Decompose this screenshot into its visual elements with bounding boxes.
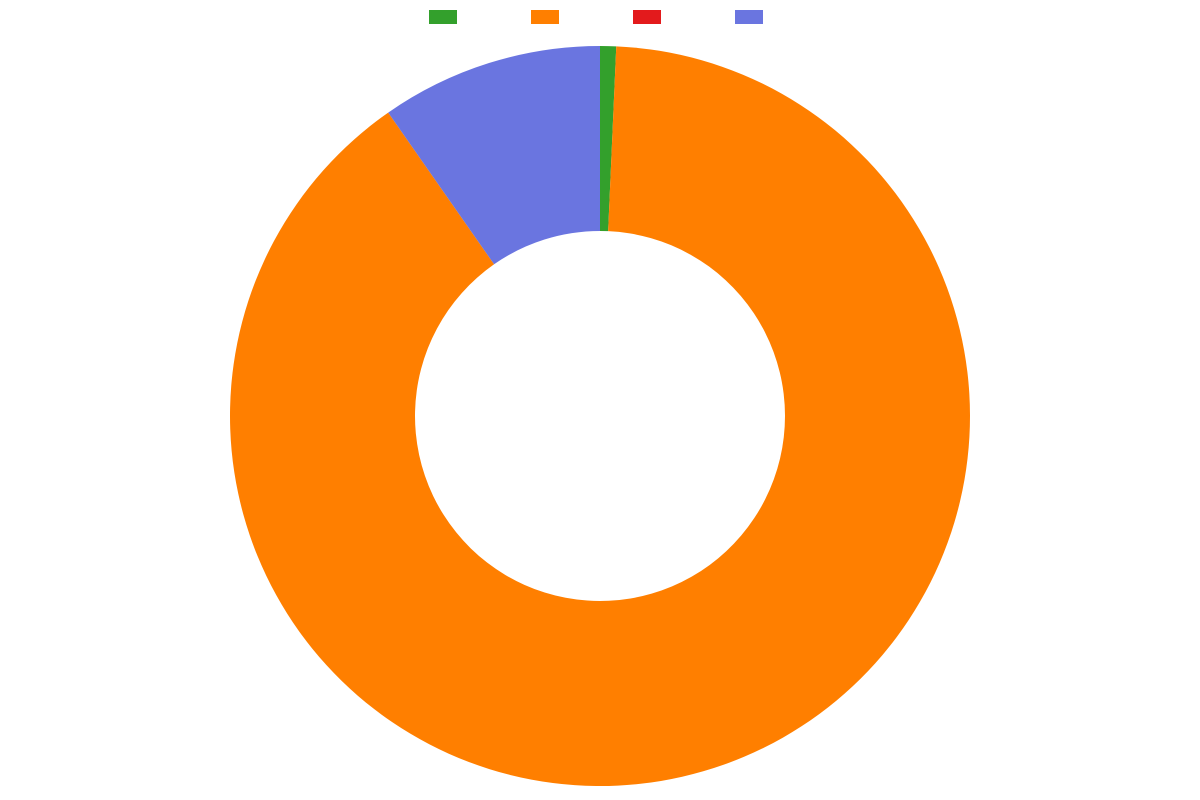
legend-item-0 [429,10,465,24]
chart-legend [0,10,1200,24]
legend-label-0 [463,11,465,23]
legend-label-1 [565,11,567,23]
legend-swatch-3 [735,10,763,24]
legend-label-3 [769,11,771,23]
legend-swatch-1 [531,10,559,24]
donut-holder [0,36,1200,796]
legend-item-1 [531,10,567,24]
legend-item-2 [633,10,669,24]
legend-label-2 [667,11,669,23]
legend-item-3 [735,10,771,24]
legend-swatch-0 [429,10,457,24]
donut-chart-svg [220,36,980,796]
donut-chart-container [0,0,1200,800]
legend-swatch-2 [633,10,661,24]
